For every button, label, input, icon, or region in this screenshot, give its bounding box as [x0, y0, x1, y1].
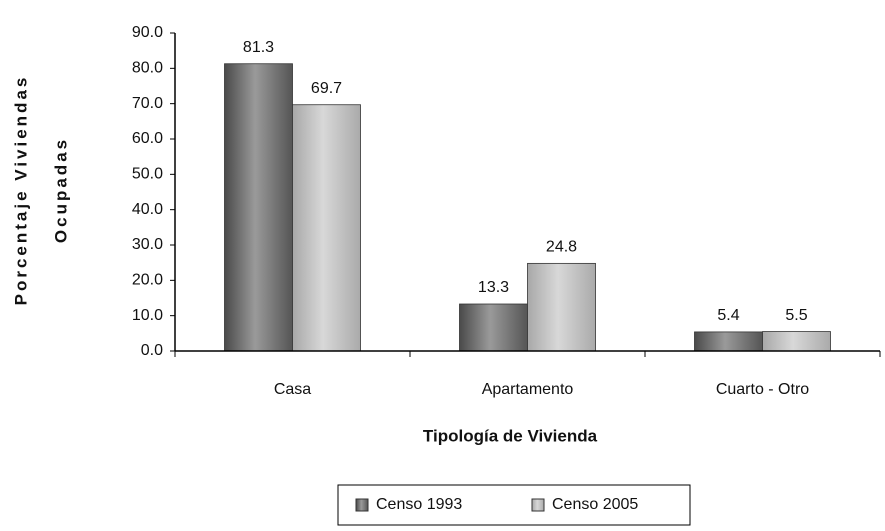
y-tick-label: 30.0 — [132, 236, 163, 253]
x-axis-title: Tipología de Vivienda — [423, 426, 598, 445]
legend-label: Censo 2005 — [552, 496, 638, 513]
y-tick-label: 20.0 — [132, 272, 163, 289]
data-label: 24.8 — [546, 239, 577, 256]
bar — [292, 104, 361, 352]
y-axis-title: Porcentaje Viviendas — [11, 75, 30, 306]
legend-swatch — [355, 498, 369, 512]
legend-label: Censo 1993 — [376, 496, 462, 513]
y-axis-title: Ocupadas — [51, 137, 70, 243]
legend-box — [337, 484, 691, 526]
y-tick-label: 40.0 — [132, 201, 163, 218]
y-tick-label: 70.0 — [132, 95, 163, 112]
legend-swatch — [531, 498, 545, 512]
x-tick-label: Casa — [274, 381, 311, 398]
y-tick-label: 90.0 — [132, 24, 163, 41]
y-tick-label: 10.0 — [132, 307, 163, 324]
data-label: 13.3 — [478, 279, 509, 296]
x-tick-label: Apartamento — [482, 381, 574, 398]
data-label: 5.4 — [717, 307, 739, 324]
y-tick-label: 0.0 — [141, 342, 163, 359]
y-tick-label: 80.0 — [132, 60, 163, 77]
y-tick-label: 60.0 — [132, 130, 163, 147]
y-tick-label: 50.0 — [132, 166, 163, 183]
bar — [224, 63, 293, 352]
data-label: 5.5 — [785, 307, 807, 324]
bar — [762, 331, 831, 352]
bar — [527, 262, 596, 352]
bar — [694, 331, 763, 352]
data-label: 69.7 — [311, 80, 342, 97]
data-label: 81.3 — [243, 39, 274, 56]
bar — [459, 303, 528, 352]
x-tick-label: Cuarto - Otro — [716, 381, 809, 398]
